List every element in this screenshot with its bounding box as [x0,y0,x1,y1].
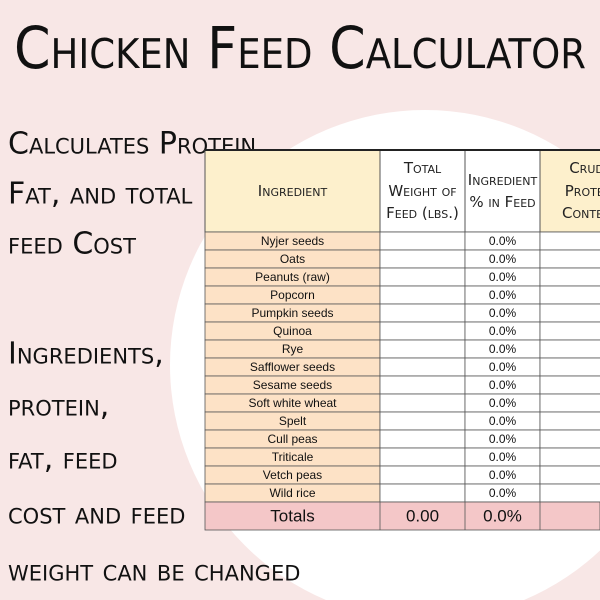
percent-cell: 0.0% [489,396,517,410]
header-cell [204,149,381,233]
cell [379,285,466,305]
ingredient-name: Oats [280,252,305,266]
ingredient-name: Sesame seeds [253,378,332,392]
cell [379,411,466,431]
cell [379,483,466,503]
header-text: Ingredient % in Feed [467,170,538,212]
cell [379,267,466,287]
header-wrap: Total Weight of Feed (lbs.) [386,159,459,223]
percent-cell: 0.0% [489,432,517,446]
ingredient-name: Nyjer seeds [261,234,324,248]
spreadsheet: Ingredient Total Weight of Feed (lbs.)Ing… [204,149,600,531]
cell [539,267,600,287]
cell [379,393,466,413]
cell [379,321,466,341]
description-line: weight can be changed [8,554,300,589]
description-line: cost and feed [8,497,185,532]
percent-cell: 0.0% [489,486,517,500]
percent-cell: 0.0% [489,378,517,392]
title: Chicken Feed Calculator [14,14,586,82]
cell [539,339,600,359]
header-text: Ingredient [257,181,328,200]
cell [539,285,600,305]
cell [539,249,600,269]
ingredient-name: Triticale [272,450,314,464]
totals-cell: 0.0% [483,506,522,525]
ingredient-name: Vetch peas [263,468,322,482]
percent-cell: 0.0% [489,468,517,482]
percent-cell: 0.0% [489,324,517,338]
cell [379,375,466,395]
ingredient-name: Safflower seeds [250,360,335,374]
ingredient-name: Peanuts (raw) [255,270,330,284]
description-line: protein, [8,389,109,424]
percent-cell: 0.0% [489,252,517,266]
cell [379,339,466,359]
ingredient-name: Wild rice [269,486,315,500]
ingredient-name: Spelt [279,414,307,428]
cell [379,447,466,467]
description-line: feed Cost [8,227,136,262]
ingredient-name: Soft white wheat [248,396,337,410]
header-text: Crude Protein Content [562,159,600,223]
ingredient-name: Quinoa [273,324,312,338]
cell [539,411,600,431]
cell [539,357,600,377]
cell [539,303,600,323]
cell [539,375,600,395]
percent-cell: 0.0% [489,306,517,320]
ingredient-name: Popcorn [270,288,315,302]
percent-cell: 0.0% [489,270,517,284]
description-line: fat, feed [8,442,118,477]
cell [539,393,600,413]
cell [539,483,600,503]
header-wrap: Ingredient % in Feed [467,170,538,212]
cell [379,249,466,269]
percent-cell: 0.0% [489,288,517,302]
percent-cell: 0.0% [489,360,517,374]
cell [539,465,600,485]
cell [539,447,600,467]
header-wrap: Ingredient [257,181,328,200]
cell [539,429,600,449]
description-line: Fat, and total [8,177,193,212]
totals-cell: Totals [270,506,314,525]
header-wrap: Crude Protein Content [562,159,600,223]
cell [379,303,466,323]
cell [379,231,466,251]
ingredient-name: Cull peas [267,432,317,446]
percent-cell: 0.0% [489,342,517,356]
cell [539,321,600,341]
totals-row [204,501,600,531]
cell [539,231,600,251]
percent-cell: 0.0% [489,414,517,428]
ingredient-name: Pumpkin seeds [251,306,333,320]
ingredient-name: Rye [282,342,304,356]
cell [379,357,466,377]
percent-cell: 0.0% [489,450,517,464]
description-line: Ingredients, [8,337,164,372]
cell [379,429,466,449]
header-text: Total Weight of Feed (lbs.) [386,159,459,223]
cell [379,465,466,485]
totals-cell: 0.00 [406,506,439,525]
percent-cell: 0.0% [489,234,517,248]
